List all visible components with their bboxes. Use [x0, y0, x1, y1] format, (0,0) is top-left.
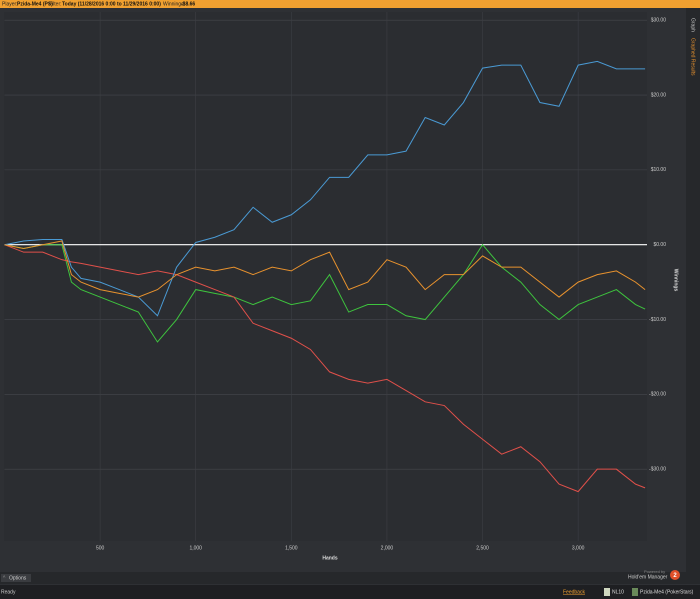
y-tick-label: $30.00	[651, 18, 667, 24]
filter: Today (11/28/2016 0:00 to 11/29/2016 0:0…	[62, 2, 161, 8]
options-button[interactable]	[1, 574, 31, 582]
series-line	[4, 244, 646, 493]
brand-logo	[670, 570, 680, 580]
status-bar	[0, 585, 700, 599]
account-icon	[632, 588, 638, 596]
options-label: Options	[9, 576, 27, 582]
brand: Hold'em Manager	[628, 574, 668, 580]
player: Pzida-Me4 (PS)	[17, 2, 53, 8]
stake: NL10	[612, 589, 624, 595]
series-line	[4, 240, 646, 298]
winnings-label: Winnings:	[163, 2, 185, 8]
filter-label: Filter:	[49, 2, 62, 8]
feedback-link[interactable]: Feedback	[563, 589, 585, 595]
plot-area	[4, 12, 647, 541]
y-tick-label: $20.00	[651, 92, 667, 98]
status-ready: Ready	[1, 589, 16, 595]
stake-icon	[604, 588, 610, 596]
x-tick-label: 500	[96, 545, 105, 551]
y-tick-label: $10.00	[651, 167, 667, 173]
brand-version: 2	[673, 573, 677, 579]
x-tick-label: 1,500	[285, 545, 298, 551]
series-line	[4, 243, 646, 343]
side-panel	[686, 8, 700, 572]
y-tick-label: $0.00	[653, 242, 666, 248]
series-line	[4, 60, 646, 317]
x-tick-label: 3,000	[572, 545, 585, 551]
y-tick-label: -$10.00	[649, 317, 666, 323]
y-tick-label: -$30.00	[649, 466, 666, 472]
powered-by: Powered by	[644, 569, 665, 574]
options-bar	[0, 572, 700, 584]
side-tab[interactable]: Graph	[690, 18, 696, 32]
x-tick-label: 2,000	[381, 545, 394, 551]
winnings: -$8.66	[181, 2, 195, 8]
options-caret: ^	[3, 576, 6, 582]
account: Pzida-Me4 (PokerStars)	[640, 589, 694, 595]
player-label: Player:	[2, 2, 18, 8]
y-axis-label: Winnings	[673, 269, 679, 292]
x-tick-label: 2,500	[476, 545, 489, 551]
side-tab[interactable]: Graphed Results	[690, 38, 696, 76]
x-axis-label: Hands	[322, 555, 338, 561]
header-bar	[0, 0, 700, 8]
x-tick-label: 1,000	[189, 545, 202, 551]
y-tick-label: -$20.00	[649, 392, 666, 398]
